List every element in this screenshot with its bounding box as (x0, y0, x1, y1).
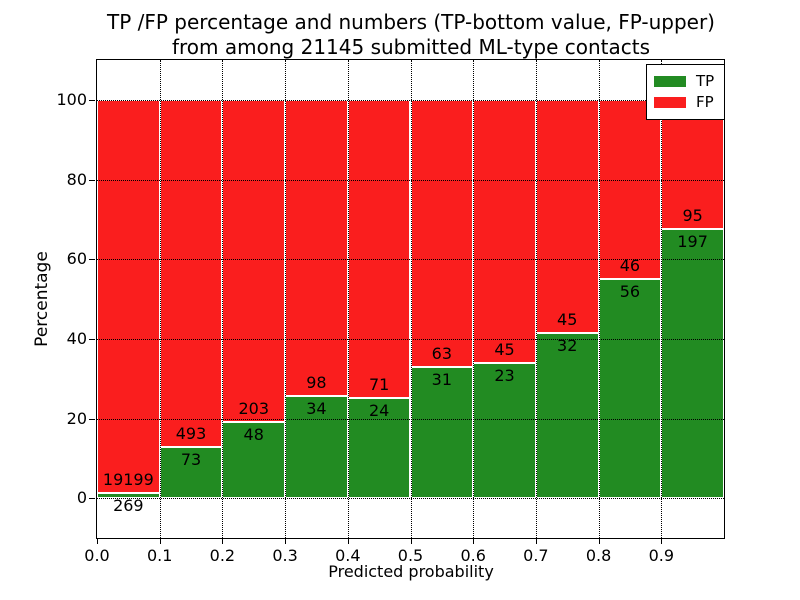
tp-count-label: 269 (113, 495, 144, 515)
y-tick-label: 40 (66, 328, 87, 348)
v-gridline (347, 60, 349, 538)
tp-bar-segment (598, 279, 662, 499)
tp-bar-segment (535, 332, 599, 499)
x-tick-mark (97, 538, 98, 544)
tp-bar-segment (661, 229, 724, 499)
fp-bar-segment (159, 99, 223, 447)
v-gridline (285, 60, 287, 538)
tp-legend-label: TP (696, 72, 715, 90)
chart-title-line1: TP /FP percentage and numbers (TP-bottom… (107, 10, 715, 34)
x-tick-mark (347, 538, 349, 544)
fp-bar-segment (598, 99, 662, 280)
y-tick-label: 60 (66, 249, 87, 269)
legend-item-fp: FP (654, 92, 724, 113)
fp-count-label: 45 (494, 340, 515, 360)
chart-title: TP /FP percentage and numbers (TP-bottom… (96, 10, 726, 60)
fp-count-label: 95 (682, 206, 703, 226)
fp-legend-swatch (654, 97, 686, 108)
fp-bar-segment (535, 99, 599, 333)
x-tick-label: 0.1 (146, 546, 173, 565)
fp-bar-segment (473, 99, 536, 364)
x-tick-mark (285, 538, 287, 544)
v-gridline (410, 60, 412, 538)
v-gridline (661, 60, 663, 538)
x-tick-mark (473, 538, 475, 544)
legend-item-tp: TP (654, 71, 724, 92)
fp-count-label: 203 (238, 398, 269, 418)
plot-area: TP FP 19199 269 493 73 203 48 98 34 71 24 63 31 45 23… (56, 59, 725, 565)
tp-bar-segment (159, 446, 223, 499)
fp-count-label: 45 (557, 309, 578, 329)
y-tick-label: 100 (56, 89, 87, 109)
x-tick-mark (535, 538, 537, 544)
fp-bar-segment (97, 99, 160, 493)
x-tick-label: 0.0 (84, 546, 110, 565)
y-tick-label: 80 (66, 169, 87, 189)
tp-bar-segment (347, 397, 411, 499)
v-gridline (598, 60, 600, 538)
x-tick-label: 0.6 (460, 546, 486, 565)
y-tick-mark (89, 338, 95, 340)
tp-count-label: 73 (180, 449, 202, 469)
tp-count-label: 23 (494, 366, 515, 386)
v-gridline (535, 60, 537, 538)
v-gridline (473, 60, 475, 538)
x-tick-mark (410, 538, 412, 544)
x-tick-label: 0.8 (585, 546, 612, 565)
tp-count-label: 34 (306, 398, 327, 418)
fp-bar-segment (661, 99, 724, 230)
x-tick-label: 0.3 (272, 546, 298, 565)
tp-bar-segment (473, 363, 536, 499)
x-tick-label: 0.7 (523, 546, 549, 565)
x-tick-label: 0.2 (209, 546, 236, 565)
fp-bar-segment (285, 99, 348, 396)
tp-count-label: 31 (431, 369, 453, 389)
fp-bar-segment (347, 99, 411, 398)
fp-count-label: 98 (306, 372, 327, 392)
tp-count-label: 197 (677, 232, 708, 252)
v-gridline (159, 60, 161, 538)
tp-count-label: 56 (619, 282, 641, 302)
v-gridline (222, 60, 224, 538)
fp-count-label: 63 (431, 343, 453, 363)
x-axis-label: Predicted probability (328, 562, 494, 581)
x-tick-label: 0.9 (648, 546, 675, 565)
tp-bar-segment (97, 492, 160, 499)
fp-bar-segment (410, 99, 474, 367)
fp-bar-segment (222, 99, 286, 422)
legend: TP FP (646, 64, 725, 120)
fp-legend-label: FP (696, 93, 714, 111)
y-tick-mark (89, 99, 95, 101)
x-tick-label: 0.4 (335, 546, 361, 565)
tp-legend-swatch (654, 76, 686, 87)
y-tick-label: 20 (66, 408, 87, 428)
fp-count-label: 19199 (102, 469, 154, 489)
tp-count-label: 32 (557, 335, 578, 355)
fp-count-label: 46 (619, 256, 641, 276)
chart-title-line2: from among 21145 submitted ML-type conta… (171, 35, 651, 59)
x-tick-label: 0.5 (397, 546, 424, 565)
y-tick-mark (89, 179, 95, 181)
y-tick-mark (89, 498, 95, 500)
tp-count-label: 24 (368, 400, 390, 420)
y-tick-label: 0 (76, 488, 87, 508)
fp-count-label: 493 (175, 423, 207, 443)
y-tick-mark (89, 259, 95, 261)
x-tick-mark (159, 538, 161, 544)
fp-count-label: 71 (368, 374, 390, 394)
x-tick-mark (598, 538, 600, 544)
tp-bar-segment (285, 395, 348, 499)
y-tick-mark (89, 418, 95, 420)
x-tick-mark (661, 538, 663, 544)
tp-count-label: 48 (243, 424, 264, 444)
x-tick-mark (222, 538, 224, 544)
